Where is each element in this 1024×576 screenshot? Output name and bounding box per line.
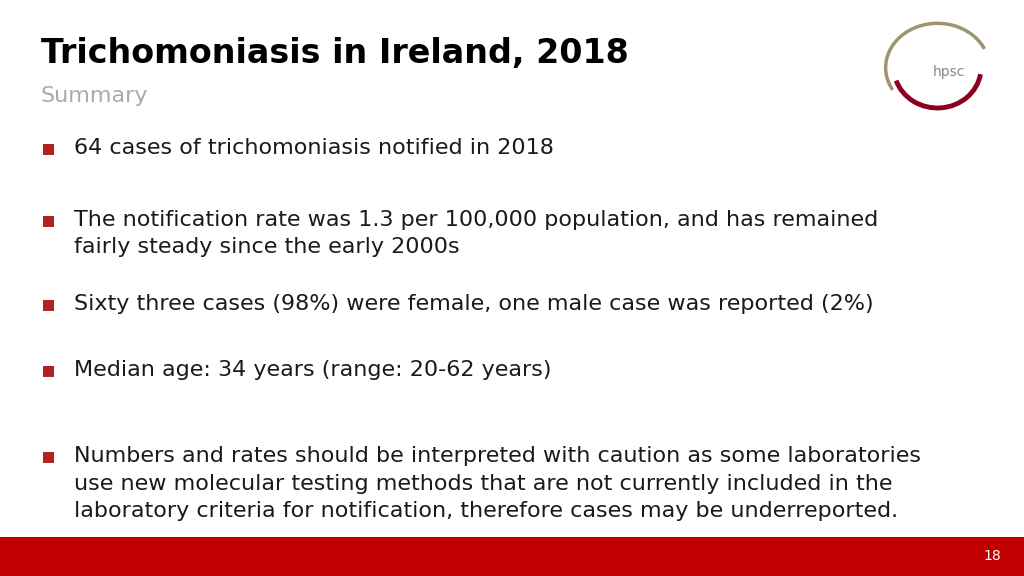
Text: 64 cases of trichomoniasis notified in 2018: 64 cases of trichomoniasis notified in 2…: [74, 138, 554, 158]
Text: The notification rate was 1.3 per 100,000 population, and has remained
fairly st: The notification rate was 1.3 per 100,00…: [74, 210, 878, 257]
Text: Numbers and rates should be interpreted with caution as some laboratories
use ne: Numbers and rates should be interpreted …: [74, 446, 921, 521]
Text: ▪: ▪: [41, 360, 56, 380]
Text: 18: 18: [984, 550, 1001, 563]
Text: hpsc: hpsc: [933, 65, 966, 79]
Text: ▪: ▪: [41, 294, 56, 314]
Text: Median age: 34 years (range: 20-62 years): Median age: 34 years (range: 20-62 years…: [74, 360, 551, 380]
Text: Trichomoniasis in Ireland, 2018: Trichomoniasis in Ireland, 2018: [41, 37, 629, 70]
Text: ▪: ▪: [41, 138, 56, 158]
Text: ▪: ▪: [41, 210, 56, 230]
Text: Sixty three cases (98%) were female, one male case was reported (2%): Sixty three cases (98%) were female, one…: [74, 294, 873, 314]
Text: ▪: ▪: [41, 446, 56, 467]
Text: Summary: Summary: [41, 86, 148, 107]
Bar: [0, 537, 1024, 576]
